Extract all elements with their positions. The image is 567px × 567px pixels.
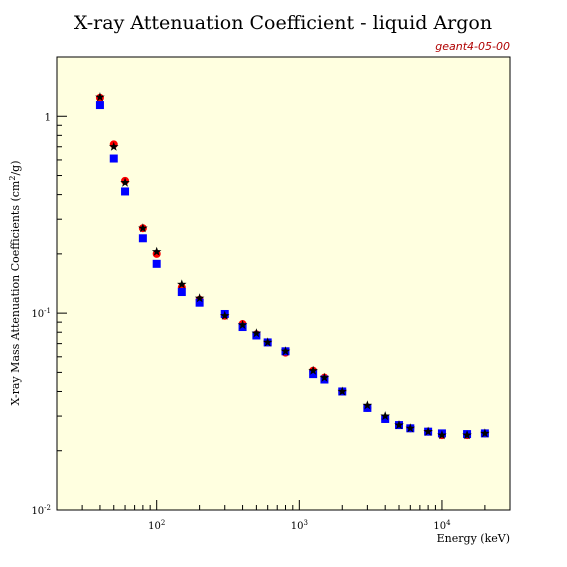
x-tick-label: 104 [433, 519, 451, 532]
plot-area [56, 56, 511, 511]
data-point-star [177, 279, 187, 289]
y-tick-label: 10-2 [31, 504, 51, 517]
data-point-star [380, 411, 390, 421]
data-point-square [95, 101, 104, 110]
data-point-square [381, 414, 390, 423]
data-point-star [394, 420, 404, 430]
data-point-square [252, 331, 261, 340]
data-point-square [138, 234, 147, 243]
version-tag: geant4-05-00 [435, 40, 510, 53]
chart-title: X-ray Attenuation Coefficient - liquid A… [74, 12, 492, 34]
y-axis-label: X-ray Mass Attenuation Coefficients (cm2… [8, 160, 22, 405]
data-point-square [152, 259, 161, 268]
axis-ticks [56, 56, 511, 511]
data-point-star [362, 400, 373, 410]
data-point-star [262, 337, 273, 347]
data-point-square [363, 403, 372, 412]
data-point-star [95, 92, 105, 102]
data-point-star [319, 372, 330, 382]
data-point-star [423, 426, 433, 436]
data-point-square [177, 288, 186, 297]
y-tick-label: 1 [45, 112, 51, 123]
y-axis-label-main: X-ray Mass Attenuation Coefficients (cm [9, 180, 22, 405]
x-axis-label: Energy (keV) [437, 532, 510, 545]
data-point-star [251, 328, 262, 338]
data-point-star [109, 141, 119, 151]
data-point-star [280, 346, 291, 356]
data-point-star [237, 320, 248, 330]
data-point-star [480, 428, 490, 438]
x-tick-label: 102 [148, 519, 165, 532]
data-point-star [308, 365, 318, 375]
x-tick-label: 103 [291, 519, 308, 532]
data-point-star [194, 293, 205, 303]
data-point-star [120, 177, 130, 187]
data-point-star [151, 246, 162, 256]
y-axis-label-tail: /g) [9, 160, 22, 175]
y-axis-label-sup: 2 [8, 176, 17, 181]
data-point-star [219, 310, 230, 320]
y-tick-label: 10-1 [31, 307, 51, 320]
data-point-square [195, 298, 204, 307]
data-point-star [462, 430, 472, 440]
data-point-square [109, 154, 118, 163]
data-point-star [405, 423, 416, 433]
data-point-star [437, 430, 447, 440]
axis-tick-labels: 102 103 104 10-2 10-1 1 [31, 112, 451, 532]
data-point-square [309, 370, 318, 379]
data-marks [95, 92, 490, 440]
data-point-star [337, 386, 348, 396]
data-point-star [138, 223, 148, 233]
data-point-square [121, 187, 130, 196]
